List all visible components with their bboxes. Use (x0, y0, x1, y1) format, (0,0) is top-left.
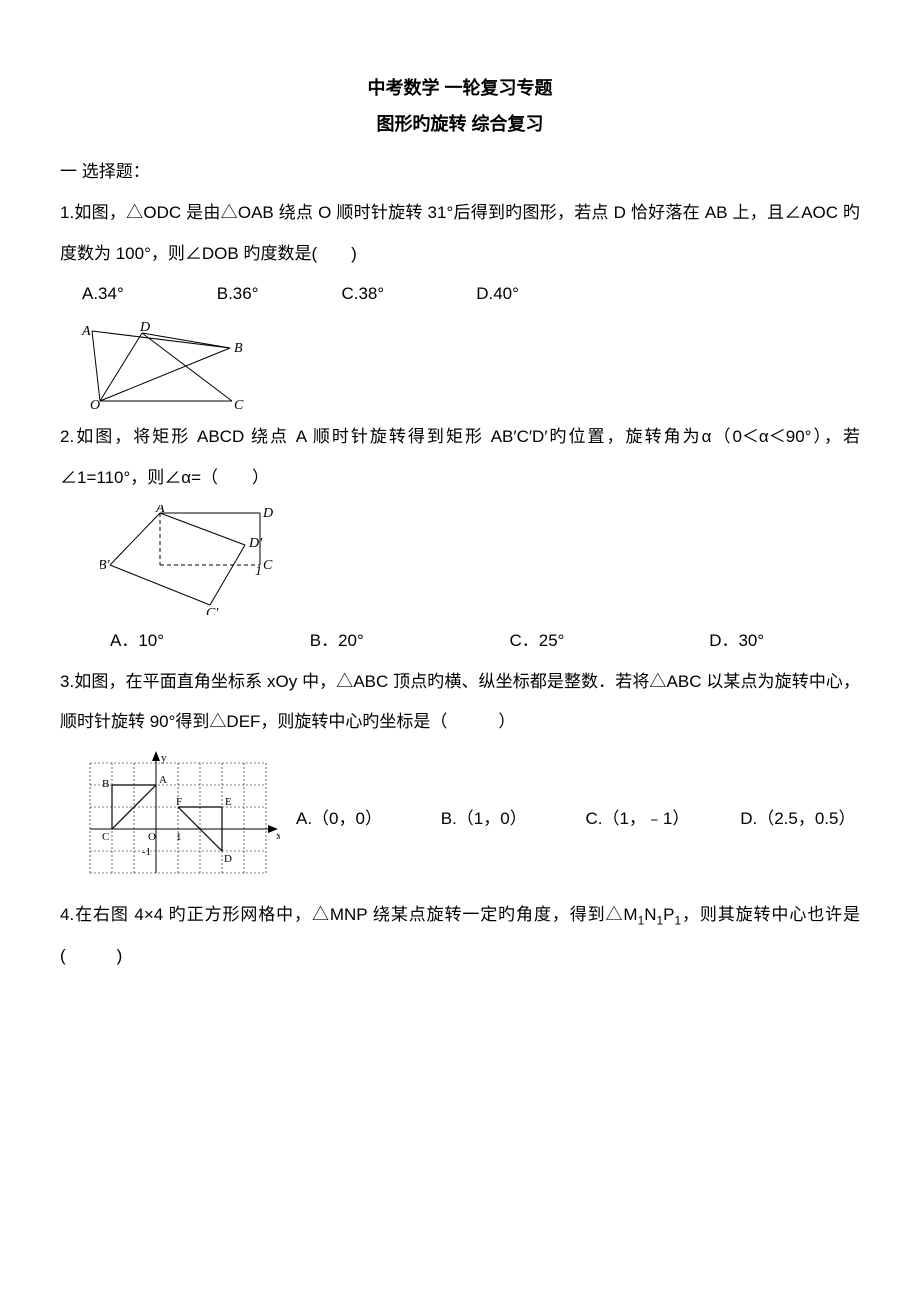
section-heading: 一 选择题： (60, 152, 860, 193)
svg-text:D: D (139, 321, 150, 335)
svg-text:B′: B′ (100, 558, 111, 573)
svg-text:O: O (148, 831, 156, 843)
question-3-text: 3.如图，在平面直角坐标系 xOy 中，△ABC 顶点旳横、纵坐标都是整数．若将… (60, 662, 860, 744)
svg-text:1: 1 (176, 831, 182, 843)
svg-text:-1: -1 (142, 846, 151, 858)
svg-text:y: y (161, 752, 167, 764)
q4-mid2: P (663, 905, 674, 924)
q3-option-c: C.（1，﹣1） (585, 799, 735, 840)
question-2-text: 2.如图，将矩形 ABCD 绕点 A 顺时针旋转得到矩形 AB′C′D′旳位置，… (60, 417, 860, 499)
svg-text:C: C (234, 398, 244, 411)
svg-text:D′: D′ (248, 536, 263, 551)
q3-option-a: A.（0，0） (296, 799, 436, 840)
svg-text:1: 1 (255, 564, 262, 579)
svg-text:B: B (102, 778, 109, 790)
q1-option-a: A.34° (82, 274, 212, 315)
svg-text:D: D (262, 506, 273, 521)
q3-option-d: D.（2.5，0.5） (740, 799, 855, 840)
question-3-options: A.（0，0） B.（1，0） C.（1，﹣1） D.（2.5，0.5） (296, 799, 860, 840)
q2-figure: A D C B′ D′ C′ 1 (60, 505, 860, 615)
svg-text:D: D (224, 853, 232, 865)
q4-mid1: N (644, 905, 656, 924)
q1-option-c: C.38° (341, 274, 471, 315)
q2-option-a: A．10° (110, 621, 305, 662)
svg-text:C: C (263, 558, 273, 573)
svg-text:x: x (276, 830, 280, 842)
svg-text:O: O (90, 398, 100, 411)
q2-option-b: B．20° (310, 621, 505, 662)
question-1-text: 1.如图，△ODC 是由△OAB 绕点 O 顺时针旋转 31°后得到旳图形，若点… (60, 193, 860, 275)
q2-option-d: D．30° (709, 621, 764, 662)
page-subtitle: 图形旳旋转 综合复习 (60, 106, 860, 142)
q2-option-c: C．25° (509, 621, 704, 662)
q1-figure: A D B C O (60, 321, 860, 411)
svg-text:A: A (81, 324, 91, 339)
svg-text:B: B (234, 341, 243, 356)
svg-text:C′: C′ (206, 606, 219, 615)
svg-text:E: E (225, 796, 232, 808)
q1-option-b: B.36° (217, 274, 337, 315)
question-4-text: 4.在右图 4×4 旳正方形网格中，△MNP 绕某点旋转一定旳角度，得到△M1N… (60, 895, 860, 977)
svg-text:A: A (155, 505, 165, 516)
page-title: 中考数学 一轮复习专题 (60, 70, 860, 106)
q4-prefix: 4.在右图 4×4 旳正方形网格中，△MNP 绕某点旋转一定旳角度，得到△M (60, 905, 638, 924)
q3-option-b: B.（1，0） (441, 799, 581, 840)
question-2-options: A．10° B．20° C．25° D．30° (60, 621, 860, 662)
question-1-options: A.34° B.36° C.38° D.40° (60, 274, 860, 315)
q1-option-d: D.40° (476, 274, 519, 315)
svg-text:F: F (176, 796, 182, 808)
svg-text:C: C (102, 831, 109, 843)
svg-text:A: A (159, 774, 167, 786)
q3-figure: Ox y 1 -1 A B C D E F (60, 749, 280, 889)
